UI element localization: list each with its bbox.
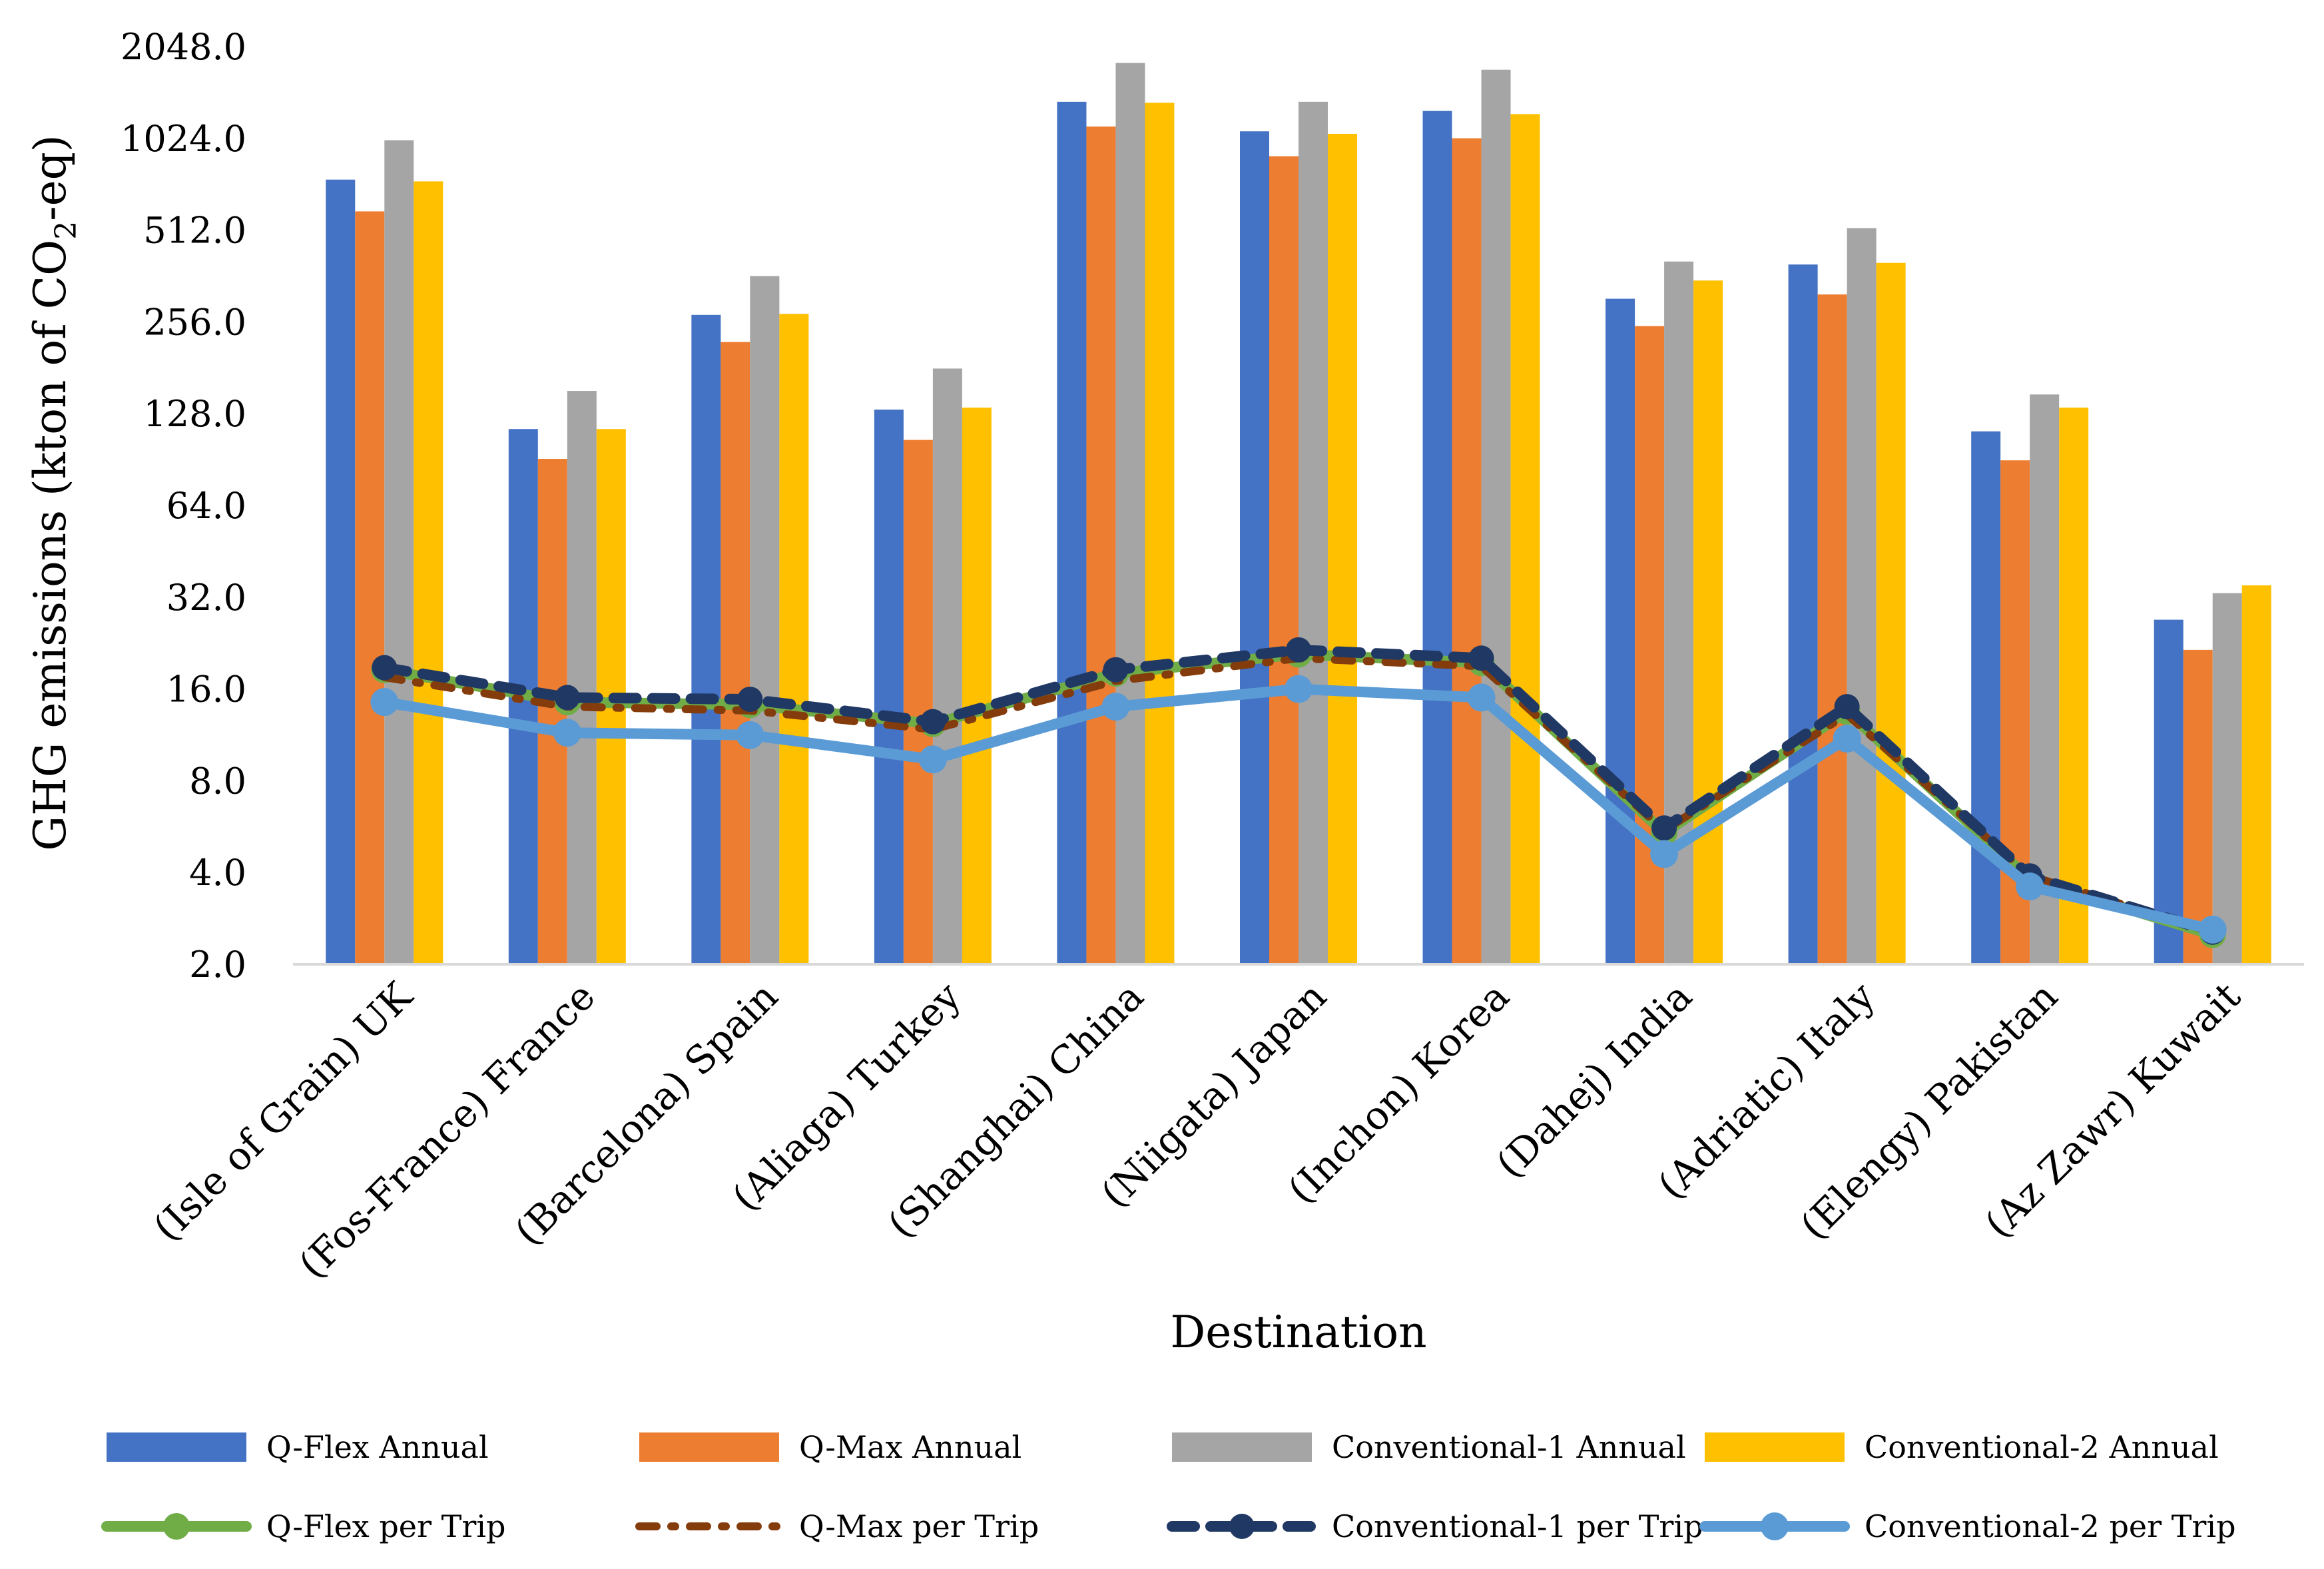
y-axis-title-end: -eq) xyxy=(25,135,76,220)
y-axis-title-subscript: 2 xyxy=(49,221,83,240)
series-point xyxy=(736,721,764,749)
x-axis-title: Destination xyxy=(1170,1307,1426,1358)
legend-marker xyxy=(163,1513,190,1540)
bar xyxy=(932,368,962,964)
bar xyxy=(1693,280,1723,964)
bar xyxy=(2059,408,2089,964)
legend: Q-Flex Annual Q-Max Annual Conventional-1 … xyxy=(101,1429,2236,1544)
series-point xyxy=(1650,840,1679,868)
y-tick-label: 1024.0 xyxy=(121,118,246,160)
bar xyxy=(750,276,780,964)
series-point xyxy=(1834,694,1860,720)
bar xyxy=(1240,131,1269,964)
bar xyxy=(779,314,809,964)
y-axis-title: GHG emissions (kton of CO2-eq) xyxy=(25,135,83,850)
bar xyxy=(1817,294,1847,964)
bar xyxy=(721,342,750,964)
bar xyxy=(1328,133,1357,964)
line-group xyxy=(370,637,2227,948)
y-tick-label: 256.0 xyxy=(143,301,246,343)
bar xyxy=(1145,103,1175,965)
y-tick-label: 512.0 xyxy=(143,210,246,252)
series-point xyxy=(372,655,398,681)
series-point xyxy=(918,745,947,774)
legend-swatch xyxy=(639,1432,779,1462)
bar xyxy=(691,314,721,964)
series-point xyxy=(1101,693,1130,721)
legend-label: Conventional-2 Annual xyxy=(1865,1429,2219,1465)
bar xyxy=(903,440,933,964)
legend-label: Q-Max per Trip xyxy=(799,1508,1039,1544)
legend-swatch xyxy=(107,1432,246,1462)
bar xyxy=(962,408,992,964)
legend-label: Conventional-2 per Trip xyxy=(1865,1508,2236,1544)
series-point xyxy=(2016,872,2044,901)
series-point xyxy=(370,688,399,717)
series-point xyxy=(1467,683,1496,712)
y-tick-label: 32.0 xyxy=(166,577,246,619)
legend-label: Q-Flex Annual xyxy=(266,1429,489,1465)
bar xyxy=(1481,69,1511,965)
y-tick-label: 8.0 xyxy=(189,760,246,802)
series-point xyxy=(554,685,580,711)
series-point xyxy=(2198,915,2227,944)
legend-swatch xyxy=(1705,1432,1845,1462)
bar xyxy=(1269,156,1299,965)
legend-label: Conventional-1 per Trip xyxy=(1332,1508,1703,1544)
bar xyxy=(1876,262,1906,964)
series-point xyxy=(1103,657,1129,683)
bar xyxy=(1847,228,1877,964)
series-point xyxy=(1285,675,1312,703)
bar xyxy=(1057,101,1087,964)
series-point xyxy=(1651,815,1677,841)
bar xyxy=(567,391,597,964)
bar xyxy=(384,140,414,965)
bar xyxy=(1635,326,1665,964)
series-point xyxy=(1468,645,1494,671)
bar xyxy=(1422,111,1452,965)
bar xyxy=(1605,298,1635,964)
bar xyxy=(326,179,356,965)
bar xyxy=(2154,619,2183,964)
series-point xyxy=(553,719,581,747)
bar xyxy=(1510,114,1540,964)
bar xyxy=(2183,649,2213,964)
legend-label: Conventional-1 Annual xyxy=(1332,1429,1686,1465)
y-tick-label: 64.0 xyxy=(166,485,246,527)
bar xyxy=(414,181,443,965)
y-axis-title-main: GHG emissions (kton of CO xyxy=(25,240,76,851)
legend-label: Q-Max Annual xyxy=(799,1429,1021,1465)
legend-swatch xyxy=(1172,1432,1312,1462)
y-tick-label: 2.0 xyxy=(189,944,246,986)
bar xyxy=(2241,585,2271,964)
bar xyxy=(1788,264,1818,965)
y-axis-ticks: 2.0 4.0 8.0 16.0 32.0 64.0 128.0 256.0 512.0 1024… xyxy=(121,26,246,986)
bar xyxy=(2212,593,2242,964)
series-point xyxy=(920,709,946,735)
y-tick-label: 128.0 xyxy=(143,393,246,435)
series-point xyxy=(737,687,763,713)
legend-label: Q-Flex per Trip xyxy=(266,1508,505,1544)
bar xyxy=(1115,63,1145,964)
legend-marker xyxy=(1229,1514,1255,1539)
series-point xyxy=(1286,637,1311,663)
bar xyxy=(874,410,904,964)
bar xyxy=(1299,101,1328,964)
y-tick-label: 4.0 xyxy=(189,852,246,894)
legend-marker xyxy=(1761,1512,1789,1540)
series-point xyxy=(1833,725,1861,753)
bar xyxy=(1971,431,2001,964)
bar xyxy=(355,211,385,964)
bar xyxy=(1452,138,1482,964)
bar xyxy=(1086,126,1116,964)
y-tick-label: 2048.0 xyxy=(121,26,246,68)
y-tick-label: 16.0 xyxy=(166,669,246,711)
